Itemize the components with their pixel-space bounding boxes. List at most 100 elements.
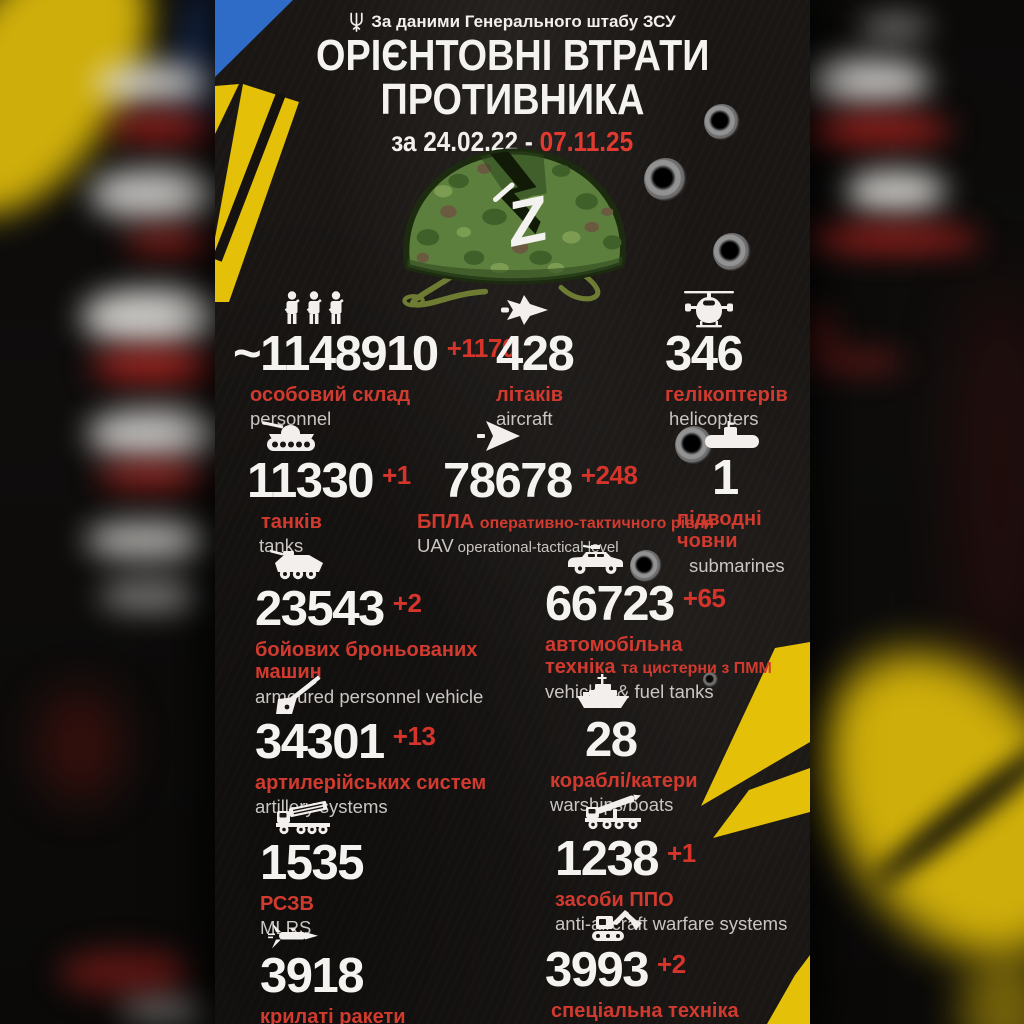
bullet-hole — [630, 550, 662, 582]
blur-blob — [98, 464, 210, 488]
stat-mlrs: 1535 РСЗВ MLRS — [260, 795, 460, 939]
stat-value: 1238 — [555, 832, 660, 886]
trident-icon — [349, 12, 364, 32]
stat-delta: +13 — [392, 721, 436, 751]
blur-blob — [95, 62, 215, 104]
stat-label-uk: РСЗВ — [260, 893, 314, 915]
stat-value: 1535 — [260, 836, 365, 890]
mlrs-icon — [274, 795, 460, 837]
stat-delta: +2 — [392, 588, 422, 618]
source-text: За даними Генерального штабу ЗСУ — [371, 12, 676, 31]
stat-aircraft: 428 літаків aircraft — [496, 286, 656, 430]
stat-armoured-vehicles: 23543 +2 бойових броньованих машин armour… — [255, 541, 520, 707]
blur-blob — [810, 58, 930, 104]
stat-label-en: aircraft — [496, 408, 553, 430]
title-line-2: ПРОТИВНИКА — [380, 74, 645, 124]
blurred-backdrop-right — [810, 0, 1024, 1024]
poster-title: ОРІЄНТОВНІ ВТРАТИ ПРОТИВНИКА — [215, 33, 810, 123]
stat-helicopters: 346 гелікоптерів helicopters — [665, 286, 810, 430]
stat-label-uk: спеціальна техніка — [551, 1000, 739, 1022]
helicopter-icon — [683, 286, 810, 328]
blur-blob — [86, 520, 211, 560]
stat-delta: +1170 — [446, 333, 517, 363]
warship-icon — [575, 672, 750, 714]
title-line-1: ОРІЄНТОВНІ ВТРАТИ — [315, 31, 710, 80]
stat-label-uk: БПЛА оперативно-тактичного рівня — [417, 511, 714, 533]
blur-blob — [90, 168, 215, 220]
blurred-backdrop-left — [0, 0, 215, 1024]
stat-delta: +1 — [667, 838, 696, 868]
stat-label-uk: літаків — [496, 384, 564, 406]
stat-label-uk: артилерійських систем — [255, 772, 487, 794]
blur-blob — [82, 288, 215, 346]
stat-delta: +1 — [382, 460, 411, 490]
flag-yellow-ribbon-bottom-right — [701, 642, 810, 806]
stat-label-uk: засоби ППО — [555, 889, 674, 911]
stat-vehicles-fuel-tanks: 66723 +65 автомобільна техніка та цистерни… — [545, 536, 810, 702]
stat-value: 11330 — [247, 454, 375, 508]
aa-system-icon — [583, 791, 810, 833]
stat-label-uk: кораблі/катери — [550, 770, 698, 792]
stat-special-equipment: 3993+2 спеціальна техніка special equipm… — [545, 902, 795, 1024]
blur-blob — [810, 312, 835, 357]
stat-delta: +248 — [580, 460, 638, 490]
flag-yellow-ribbon-top-left — [215, 84, 299, 302]
blur-blob — [845, 170, 945, 212]
flag-ribbon-decorations — [215, 0, 810, 1024]
bullet-hole — [703, 672, 718, 687]
stat-value: 78678 — [443, 454, 573, 508]
stat-label-en: submarines — [689, 554, 785, 576]
blur-blob — [110, 115, 215, 141]
stat-personnel: ~1148910 +1170 особовий склад personnel — [233, 286, 516, 430]
stat-label-uk: автомобільна техніка та цистерни з ПММ — [545, 634, 772, 679]
stat-label-en: helicopters — [669, 408, 759, 430]
blur-blob — [88, 408, 215, 460]
stat-label-uk: крилаті ракети — [260, 1006, 406, 1024]
stat-value: 66723 — [545, 577, 675, 631]
excavator-icon — [585, 902, 795, 944]
stat-label-uk: підводні човни — [677, 508, 762, 553]
bullet-hole — [644, 158, 687, 201]
blur-blob — [92, 350, 215, 382]
blur-blob — [40, 690, 120, 800]
blur-blob — [810, 226, 980, 252]
period-end-date: 07.11.25 — [540, 126, 634, 157]
blur-blob — [185, 0, 215, 120]
fighter-jet-icon — [500, 286, 656, 328]
stat-label-en: armoured personnel vehicle — [255, 685, 484, 707]
stat-anti-aircraft: 1238 +1 засоби ППО anti-aircraft warfare … — [555, 791, 810, 935]
losses-poster: За даними Генерального штабу ЗСУ ОРІЄНТО… — [215, 0, 810, 1024]
stat-label-uk: гелікоптерів — [665, 384, 788, 406]
stat-delta: +65 — [682, 583, 726, 613]
uav-icon — [475, 413, 807, 455]
stat-value: 23543 — [255, 582, 385, 636]
stat-label-uk: танків — [261, 511, 322, 533]
stat-delta: +2 — [657, 949, 686, 979]
artillery-icon — [273, 674, 520, 716]
blur-blob — [60, 950, 190, 995]
helmet-crack — [485, 151, 541, 235]
stat-value: 3918 — [260, 949, 365, 1003]
blur-blob — [100, 580, 200, 612]
stat-value: 1148910 — [260, 327, 439, 381]
stat-label-en: anti-aircraft warfare systems — [555, 913, 788, 935]
source-line: За даними Генерального штабу ЗСУ — [215, 12, 810, 32]
blur-blob — [860, 15, 930, 39]
blur-blob — [810, 116, 950, 144]
stat-value: 28 — [585, 713, 638, 767]
apc-icon — [267, 541, 520, 583]
tank-icon — [262, 413, 447, 455]
soldiers-icon — [283, 286, 503, 328]
stat-tanks: 11330 +1 танків tanks — [247, 413, 447, 557]
stat-label-uk: особовий склад — [250, 384, 411, 406]
bullet-hole — [704, 104, 740, 140]
stat-value: 34301 — [255, 715, 385, 769]
bullet-hole — [713, 233, 751, 271]
cruise-missile-icon — [268, 908, 480, 950]
stat-value: 3993 — [545, 943, 650, 997]
submarine-icon — [703, 410, 810, 452]
blur-blob — [810, 352, 905, 372]
stat-value: 346 — [665, 327, 744, 381]
stat-submarines: 1 підводні човни submarines — [677, 410, 810, 576]
